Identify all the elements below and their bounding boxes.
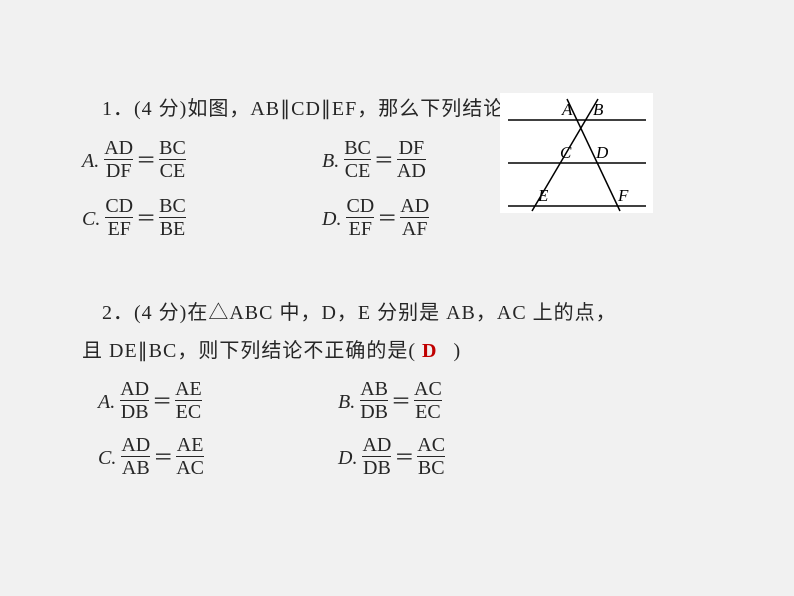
option-label: B.: [322, 142, 343, 180]
option-label: A.: [82, 142, 103, 180]
option-label: D.: [338, 439, 361, 477]
option-label: C.: [98, 439, 120, 477]
fraction: ADAB: [120, 434, 151, 479]
q1-figure-svg: A B C D E F: [500, 93, 653, 213]
fraction: ADDB: [119, 378, 150, 423]
option-label: C.: [82, 200, 104, 238]
fraction: ADAF: [399, 195, 430, 240]
svg-text:F: F: [617, 186, 629, 205]
page: 1．(4 分)如图，AB∥CD∥EF，那么下列结论正确的是( A ) A.ADD…: [0, 0, 794, 596]
q2-options: A.ADDB＝AEECB.ABDB＝ACECC.ADAB＝AEACD.ADDB＝…: [82, 374, 618, 486]
fraction: ABDB: [359, 378, 389, 423]
option: A.ADDF＝BCCE: [82, 132, 322, 190]
fraction: CDEF: [345, 195, 375, 240]
q1-options: A.ADDF＝BCCEB.BCCE＝DFADC.CDEF＝BCBED.CDEF＝…: [82, 132, 562, 248]
q2-stem-suffix: ): [443, 340, 461, 362]
fraction: BCBE: [158, 195, 187, 240]
svg-text:D: D: [595, 143, 609, 162]
q2-answer: D: [422, 340, 437, 362]
fraction: ADDB: [361, 434, 392, 479]
svg-text:E: E: [537, 186, 549, 205]
fraction: ADDF: [103, 137, 134, 182]
svg-text:C: C: [560, 143, 572, 162]
option: D.ADDB＝ACBC: [338, 430, 578, 486]
equals-sign: ＝: [389, 383, 413, 421]
option-label: B.: [338, 383, 359, 421]
fraction: AEEC: [174, 378, 203, 423]
option: C.ADAB＝AEAC: [98, 430, 338, 486]
fraction: AEAC: [175, 434, 205, 479]
fraction: DFAD: [396, 137, 427, 182]
q1-figure: A B C D E F: [500, 93, 653, 213]
svg-text:B: B: [593, 100, 604, 119]
equals-sign: ＝: [134, 200, 158, 238]
equals-sign: ＝: [150, 383, 174, 421]
svg-text:A: A: [561, 100, 573, 119]
option-label: A.: [98, 383, 119, 421]
option: B.ABDB＝ACEC: [338, 374, 578, 430]
equals-sign: ＝: [134, 142, 158, 180]
q2-stem-line1: 2．(4 分)在△ABC 中，D，E 分别是 AB，AC 上的点，: [102, 302, 617, 324]
q2-stem-line2-prefix: 且 DE∥BC，则下列结论不正确的是(: [82, 340, 416, 362]
option: A.ADDB＝AEEC: [98, 374, 338, 430]
equals-sign: ＝: [151, 439, 175, 477]
q2-stem: 2．(4 分)在△ABC 中，D，E 分别是 AB，AC 上的点， 且 DE∥B…: [82, 294, 724, 370]
option: C.CDEF＝BCBE: [82, 190, 322, 248]
fraction: BCCE: [343, 137, 372, 182]
equals-sign: ＝: [392, 439, 416, 477]
option-label: D.: [322, 200, 345, 238]
fraction: ACEC: [413, 378, 443, 423]
fraction: CDEF: [104, 195, 134, 240]
fraction: BCCE: [158, 137, 187, 182]
equals-sign: ＝: [372, 142, 396, 180]
fraction: ACBC: [416, 434, 446, 479]
equals-sign: ＝: [375, 200, 399, 238]
